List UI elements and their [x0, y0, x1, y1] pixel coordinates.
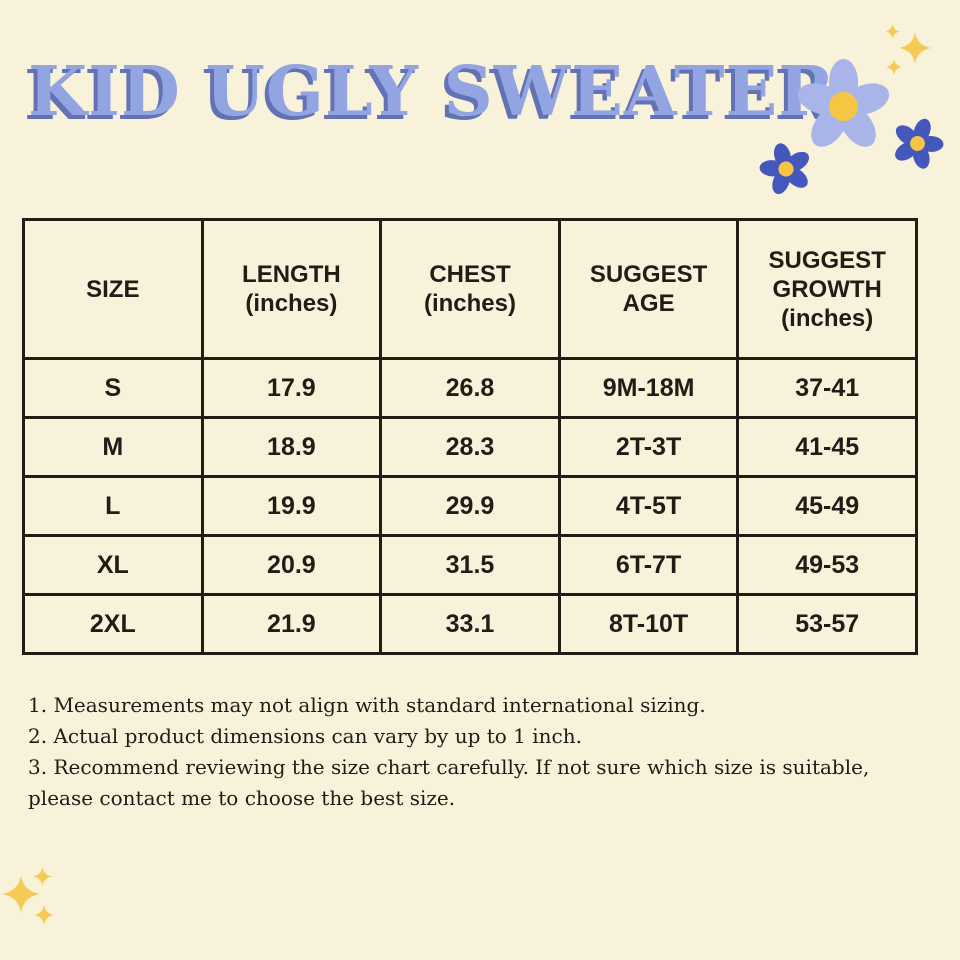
chest-cell: 33.1 — [379, 593, 561, 655]
length-cell: 18.9 — [200, 416, 383, 478]
header-line: (inches) — [245, 290, 338, 317]
age-cell: 2T-3T — [557, 416, 740, 478]
header-line: SUGGEST — [768, 246, 886, 274]
note-1: 1. Measurements may not align with stand… — [28, 693, 706, 717]
flower-icon-small-right — [895, 118, 944, 169]
sparkle-icon — [34, 905, 54, 925]
header-row: SIZE LENGTH (inches) CHEST (inches) SUGG… — [22, 218, 918, 360]
size-cell: M — [22, 416, 204, 478]
table-row-xl: XL 20.9 31.5 6T-7T 49-53 — [22, 534, 918, 596]
chest-cell: 31.5 — [379, 534, 561, 596]
length-cell: 17.9 — [200, 357, 383, 419]
age-cell: 4T-5T — [557, 475, 740, 537]
age-cell: 6T-7T — [557, 534, 740, 596]
header-line: LENGTH — [242, 261, 341, 288]
size-cell: S — [22, 357, 204, 419]
chest-cell: 29.9 — [379, 475, 561, 537]
chest-cell: 26.8 — [379, 357, 561, 419]
size-cell: XL — [22, 534, 204, 596]
header-line: GROWTH — [772, 275, 882, 303]
size-chart-table: SIZE LENGTH (inches) CHEST (inches) SUGG… — [22, 218, 918, 655]
age-cell: 8T-10T — [557, 593, 740, 655]
note-3: 3. Recommend reviewing the size chart ca… — [28, 755, 870, 810]
header-line: SIZE — [86, 275, 140, 303]
header-line: CHEST — [429, 261, 511, 288]
column-header-chest: CHEST (inches) — [379, 218, 561, 360]
table-row-m: M 18.9 28.3 2T-3T 41-45 — [22, 416, 918, 478]
sparkle-icon — [899, 32, 931, 64]
growth-cell: 53-57 — [736, 593, 918, 655]
column-header-suggest-growth: SUGGEST GROWTH (inches) — [736, 218, 918, 360]
sparkle-icon — [886, 59, 902, 75]
table-row-2xl: 2XL 21.9 33.1 8T-10T 53-57 — [22, 593, 918, 655]
sparkle-icon — [33, 867, 52, 886]
header-line: SUGGEST — [589, 261, 708, 288]
header-line: AGE — [622, 290, 675, 317]
growth-cell: 37-41 — [736, 357, 918, 419]
column-header-length: LENGTH (inches) — [200, 218, 383, 360]
column-header-suggest-age: SUGGEST AGE — [557, 218, 740, 360]
flower-icon-large — [797, 58, 890, 147]
age-cell: 9M-18M — [557, 357, 740, 419]
length-cell: 20.9 — [200, 534, 383, 596]
size-cell: 2XL — [22, 593, 204, 655]
flower-icon-small-left — [759, 143, 810, 195]
length-cell: 21.9 — [200, 593, 383, 655]
header-line: (inches) — [781, 304, 874, 332]
column-header-size: SIZE — [22, 218, 204, 360]
growth-cell: 41-45 — [736, 416, 918, 478]
growth-cell: 49-53 — [736, 534, 918, 596]
header-line: (inches) — [423, 290, 516, 317]
growth-cell: 45-49 — [736, 475, 918, 537]
footnotes: 1. Measurements may not align with stand… — [28, 690, 906, 814]
chest-cell: 28.3 — [379, 416, 561, 478]
sparkle-icon — [885, 24, 900, 39]
table-row-s: S 17.9 26.8 9M-18M 37-41 — [22, 357, 918, 419]
note-2: 2. Actual product dimensions can vary by… — [28, 724, 582, 748]
page-title: KID UGLY SWEATER — [28, 52, 836, 132]
size-cell: L — [22, 475, 204, 537]
table-row-l: L 19.9 29.9 4T-5T 45-49 — [22, 475, 918, 537]
length-cell: 19.9 — [200, 475, 383, 537]
sparkle-icon — [2, 875, 40, 913]
